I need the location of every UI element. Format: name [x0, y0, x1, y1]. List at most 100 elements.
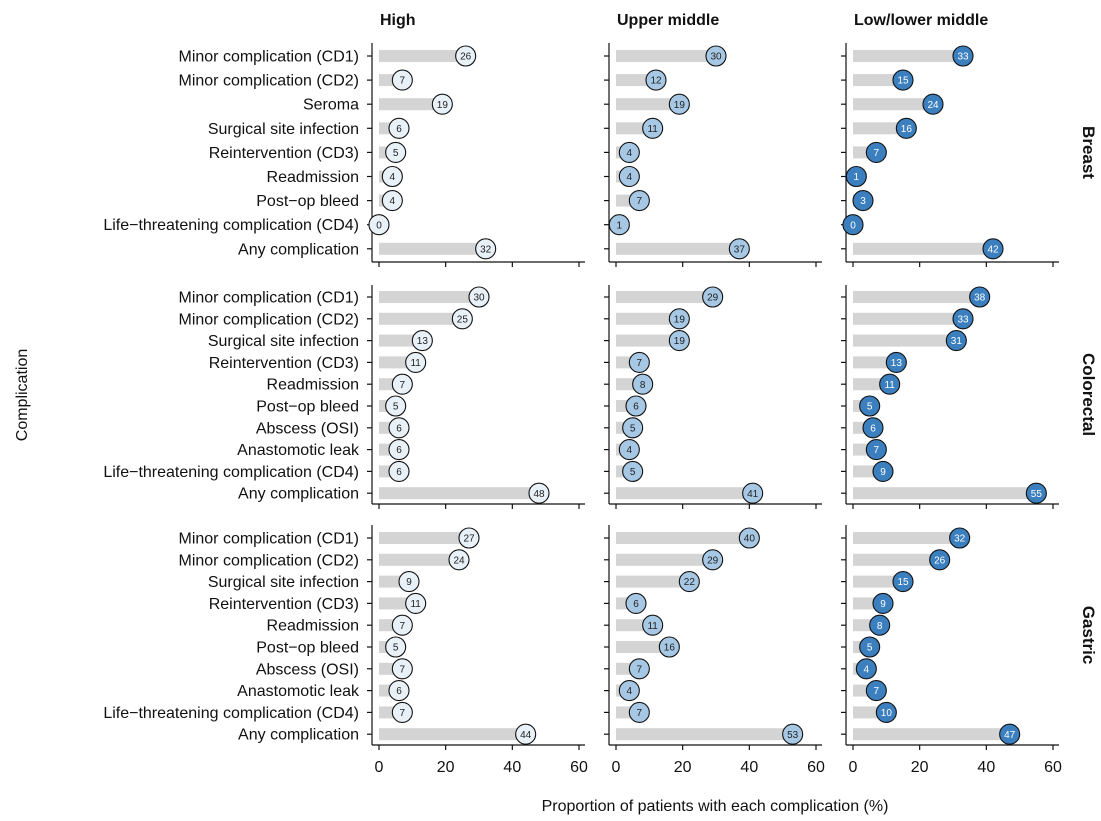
- x-tick-label: 0: [849, 759, 858, 776]
- point-label: 7: [874, 445, 880, 456]
- point-label: 9: [880, 599, 886, 610]
- point-label: 7: [400, 621, 406, 632]
- bar-breast-high: [379, 98, 443, 111]
- point-breast-upper-middle: [728, 238, 750, 260]
- point-label: 9: [406, 577, 412, 588]
- category-label: Abscess (OSI): [256, 420, 359, 437]
- category-label: Abscess (OSI): [256, 661, 359, 678]
- point-label: 6: [396, 686, 402, 697]
- row-title-breast: Breast: [1079, 126, 1098, 179]
- point-label: 33: [957, 314, 969, 325]
- bar-colorectal-high: [379, 312, 463, 325]
- point-breast-low-lower-middle: [842, 214, 864, 236]
- point-label: 8: [877, 621, 883, 632]
- x-tick-label: 40: [977, 759, 995, 776]
- point-gastric-high: [391, 658, 413, 680]
- row-title-gastric: Gastric: [1079, 606, 1098, 665]
- category-label: Minor complication (CD1): [179, 531, 360, 548]
- point-colorectal-low-lower-middle: [945, 330, 967, 352]
- point-colorectal-high: [451, 308, 473, 330]
- point-label: 48: [533, 489, 545, 500]
- x-tick-label: 60: [1044, 759, 1062, 776]
- bar-breast-low-lower-middle: [853, 122, 907, 135]
- point-gastric-high: [391, 701, 413, 723]
- point-label: 15: [897, 577, 909, 588]
- point-label: 7: [400, 664, 406, 675]
- point-label: 6: [870, 423, 876, 434]
- point-label: 29: [707, 555, 719, 566]
- category-label: Reintervention (CD3): [209, 145, 359, 162]
- point-gastric-high: [448, 549, 470, 571]
- point-label: 24: [927, 100, 939, 111]
- point-colorectal-low-lower-middle: [885, 351, 907, 373]
- point-label: 26: [460, 52, 472, 63]
- point-colorectal-high: [388, 439, 410, 461]
- category-label: Readmission: [267, 618, 359, 635]
- x-tick-label: 40: [503, 759, 521, 776]
- point-breast-low-lower-middle: [922, 93, 944, 115]
- category-label: Minor complication (CD2): [179, 552, 360, 569]
- point-breast-low-lower-middle: [892, 69, 914, 91]
- point-breast-low-lower-middle: [952, 45, 974, 67]
- x-tick-label: 60: [570, 759, 588, 776]
- point-gastric-low-lower-middle: [865, 680, 887, 702]
- category-label: Reintervention (CD3): [209, 596, 359, 613]
- bar-colorectal-upper-middle: [616, 487, 753, 500]
- point-gastric-high: [515, 723, 537, 745]
- point-label: 42: [987, 244, 999, 255]
- point-colorectal-upper-middle: [632, 373, 654, 395]
- category-label: Any complication: [238, 486, 359, 503]
- bar-gastric-low-lower-middle: [853, 553, 940, 566]
- point-breast-upper-middle: [705, 45, 727, 67]
- point-colorectal-upper-middle: [622, 460, 644, 482]
- point-label: 29: [707, 293, 719, 304]
- bar-colorectal-high: [379, 487, 539, 500]
- x-tick-label: 40: [740, 759, 758, 776]
- point-gastric-high: [385, 636, 407, 658]
- point-label: 19: [437, 100, 449, 111]
- point-label: 19: [674, 314, 686, 325]
- point-colorectal-low-lower-middle: [952, 308, 974, 330]
- point-gastric-upper-middle: [628, 658, 650, 680]
- point-label: 30: [710, 52, 722, 63]
- x-tick-label: 20: [911, 759, 929, 776]
- point-label: 12: [650, 76, 662, 87]
- category-label: Any complication: [238, 727, 359, 744]
- x-axis-title: Proportion of patients with each complic…: [542, 798, 889, 815]
- category-label: Minor complication (CD2): [179, 311, 360, 328]
- point-breast-high: [388, 117, 410, 139]
- point-label: 7: [400, 708, 406, 719]
- category-label: Readmission: [267, 377, 359, 394]
- point-label: 6: [633, 599, 639, 610]
- point-gastric-low-lower-middle: [949, 527, 971, 549]
- bar-breast-upper-middle: [616, 98, 680, 111]
- point-gastric-upper-middle: [618, 680, 640, 702]
- point-colorectal-high: [405, 351, 427, 373]
- point-label: 5: [867, 402, 873, 413]
- point-gastric-low-lower-middle: [999, 723, 1021, 745]
- point-label: 7: [874, 148, 880, 159]
- point-gastric-low-lower-middle: [859, 636, 881, 658]
- point-colorectal-high: [468, 286, 490, 308]
- point-label: 10: [881, 708, 893, 719]
- point-colorectal-upper-middle: [622, 417, 644, 439]
- bar-gastric-upper-middle: [616, 641, 670, 653]
- point-breast-high: [455, 45, 477, 67]
- point-colorectal-high: [528, 482, 550, 504]
- category-label: Surgical site infection: [208, 574, 359, 591]
- point-colorectal-high: [388, 417, 410, 439]
- bar-colorectal-low-lower-middle: [853, 291, 980, 303]
- point-breast-low-lower-middle: [865, 141, 887, 163]
- point-label: 9: [880, 467, 886, 478]
- point-gastric-high: [458, 527, 480, 549]
- bar-breast-high: [379, 242, 486, 255]
- bar-gastric-high: [379, 728, 526, 741]
- bar-colorectal-upper-middle: [616, 334, 680, 347]
- point-label: 0: [376, 220, 382, 231]
- point-gastric-low-lower-middle: [929, 549, 951, 571]
- bar-colorectal-high: [379, 334, 423, 347]
- column-title-upper-middle: Upper middle: [617, 12, 719, 29]
- point-label: 11: [410, 599, 421, 610]
- point-label: 6: [396, 467, 402, 478]
- category-label: Any complication: [238, 241, 359, 258]
